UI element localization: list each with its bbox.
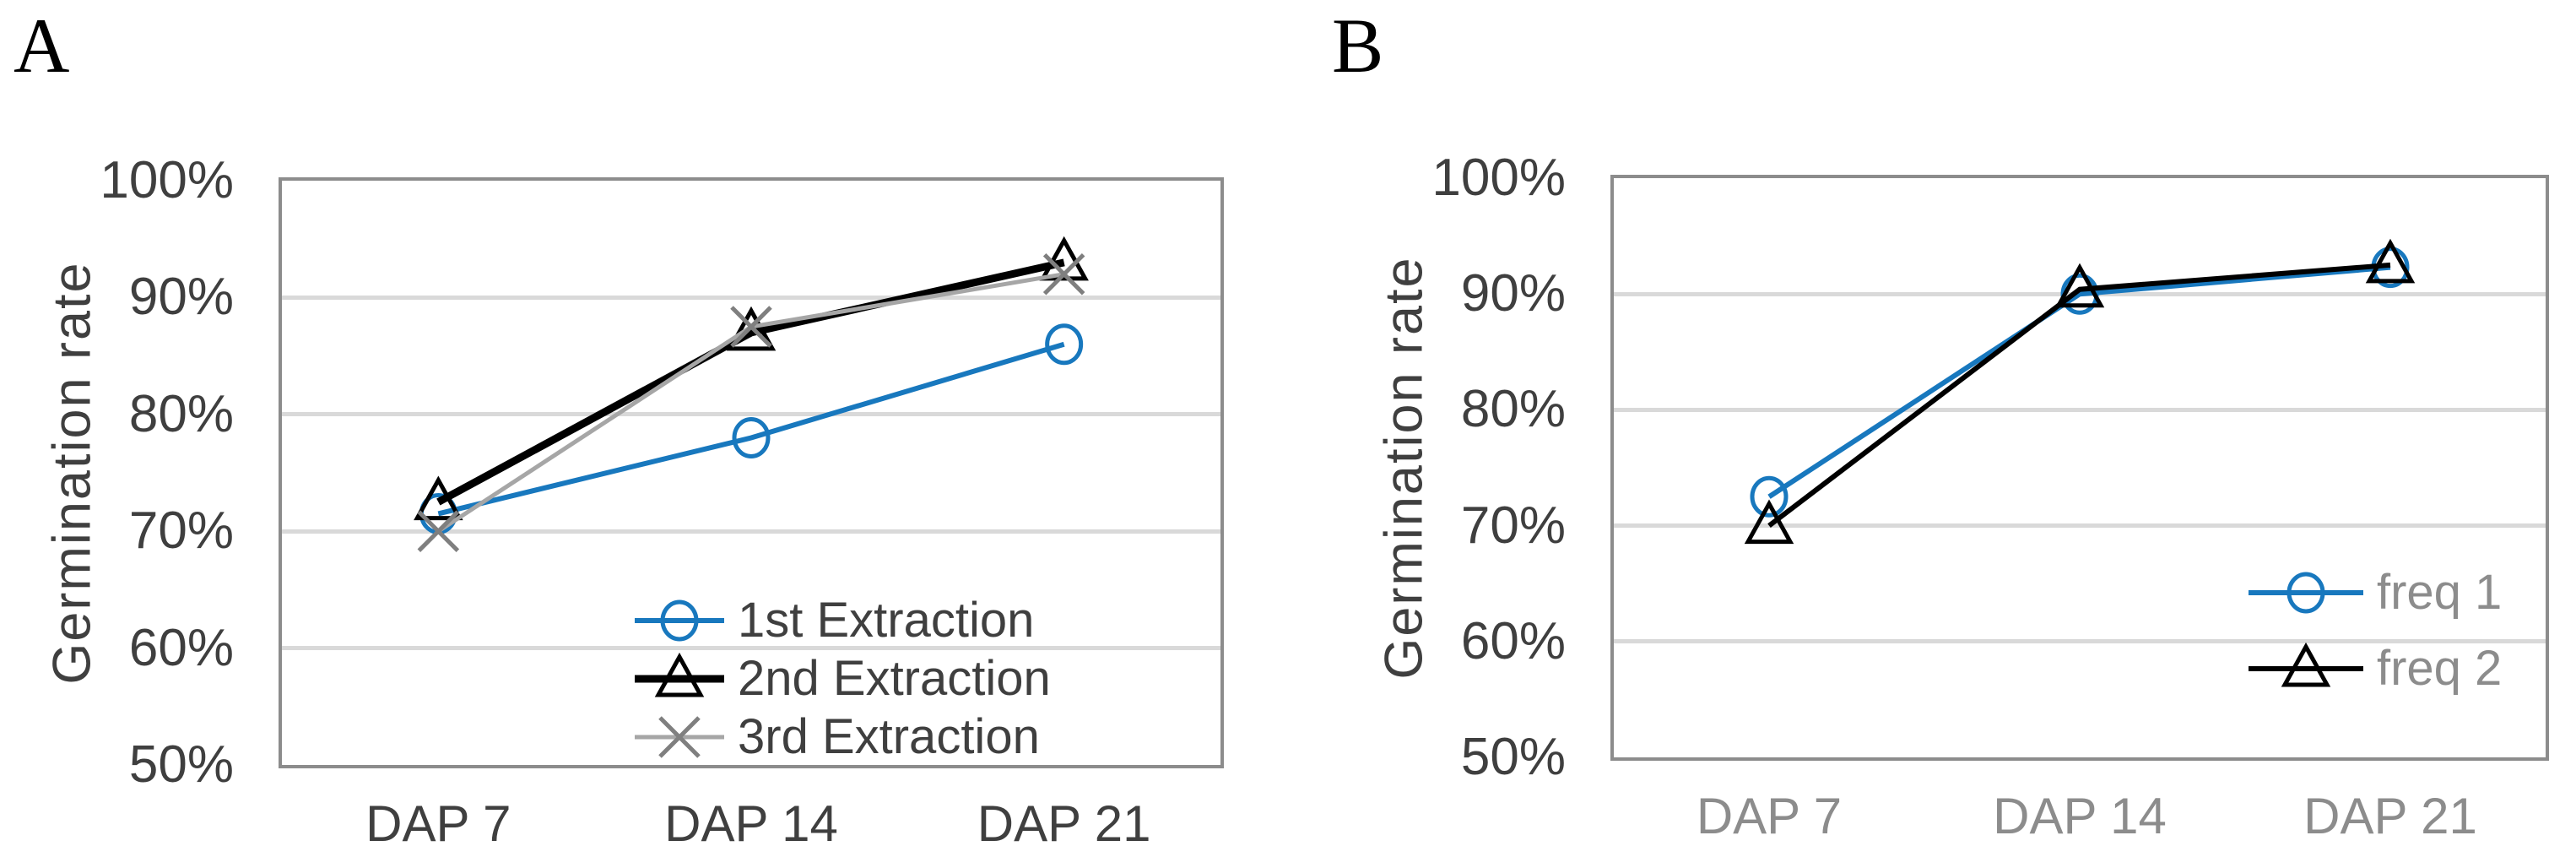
series-freq-2 — [1744, 238, 2416, 545]
legend-swatch — [2249, 572, 2363, 614]
legend-item: 2nd Extraction — [635, 649, 1051, 708]
gridline — [282, 412, 1220, 417]
x-tick-label: DAP 21 — [977, 795, 1151, 852]
series-line — [1767, 264, 2391, 499]
y-tick-label: 70% — [1460, 496, 1566, 555]
circle-marker — [1750, 475, 1789, 518]
y-tick-label: 80% — [1460, 380, 1566, 439]
series-line — [436, 258, 1065, 506]
y-tick-label: 50% — [1460, 728, 1566, 786]
legend-swatch — [635, 599, 724, 642]
y-tick-label: 90% — [128, 268, 234, 327]
y-tick-label: 50% — [128, 735, 234, 794]
y-tick-label: 80% — [128, 384, 234, 443]
legend-swatch — [635, 652, 724, 697]
y-axis-title: Germination rate — [42, 261, 102, 685]
gridline — [1614, 407, 2546, 412]
triangle-marker — [654, 652, 705, 697]
x-tick-label: DAP 7 — [1696, 788, 1843, 844]
plot-area: 100% 90% 80% 70% 60% 50% DAP 7 DAP 14 DAP 21 1st … — [100, 155, 1224, 849]
y-tick-label: 70% — [128, 502, 234, 561]
panel-b-label: B — [1332, 3, 1384, 89]
triangle-marker — [2054, 263, 2105, 308]
legend-item: freq 2 — [2249, 639, 2502, 698]
triangle-marker — [726, 306, 777, 351]
legend-swatch — [635, 716, 724, 758]
legend-item: 3rd Extraction — [635, 708, 1040, 767]
x-marker — [658, 716, 701, 758]
circle-marker — [732, 416, 771, 458]
legend-item: freq 1 — [2249, 563, 2502, 622]
y-tick-label: 90% — [1460, 264, 1566, 323]
x-marker — [1042, 252, 1085, 296]
series-layer — [414, 236, 1089, 552]
gridline — [282, 295, 1220, 300]
legend-item: 1st Extraction — [635, 591, 1034, 650]
triangle-marker — [2281, 642, 2331, 687]
triangle-marker — [1744, 499, 1794, 545]
series-1st-extraction — [419, 323, 1084, 534]
gridline — [1614, 523, 2546, 529]
legend-label: freq 2 — [2377, 641, 2503, 696]
y-tick-label: 100% — [100, 151, 234, 209]
x-tick-label: DAP 14 — [1993, 788, 2167, 844]
triangle-marker — [2365, 238, 2416, 284]
gridline — [282, 529, 1220, 534]
x-tick-label: DAP 7 — [365, 795, 511, 852]
series-3rd-extraction — [417, 252, 1085, 552]
panel-a-label: A — [14, 3, 70, 89]
series-line — [437, 341, 1065, 517]
legend-label: 1st Extraction — [738, 593, 1035, 648]
series-2nd-extraction — [414, 236, 1089, 521]
x-marker — [417, 510, 460, 552]
y-tick-label: 100% — [1431, 149, 1566, 207]
circle-marker — [660, 599, 699, 642]
series-layer — [1744, 238, 2416, 545]
series-line — [1767, 262, 2391, 528]
legend-swatch — [2249, 642, 2363, 687]
plot-area: 100% 90% 80% 70% 60% 50% DAP 7 DAP 14 DAP 21 freq… — [1431, 152, 2549, 842]
circle-marker — [2286, 572, 2325, 614]
legend-label: 3rd Extraction — [738, 709, 1040, 764]
x-tick-label: DAP 14 — [664, 795, 838, 852]
gridline — [1614, 639, 2546, 644]
x-marker — [730, 306, 772, 348]
y-tick-label: 60% — [1460, 611, 1566, 670]
triangle-marker — [414, 475, 463, 521]
y-tick-label: 60% — [128, 618, 234, 677]
legend-label: freq 1 — [2377, 565, 2503, 620]
x-tick-label: DAP 21 — [2303, 788, 2477, 844]
gridline — [282, 646, 1220, 651]
circle-marker — [1045, 323, 1084, 366]
legend-label: 2nd Extraction — [738, 651, 1051, 706]
triangle-marker — [1039, 236, 1089, 281]
